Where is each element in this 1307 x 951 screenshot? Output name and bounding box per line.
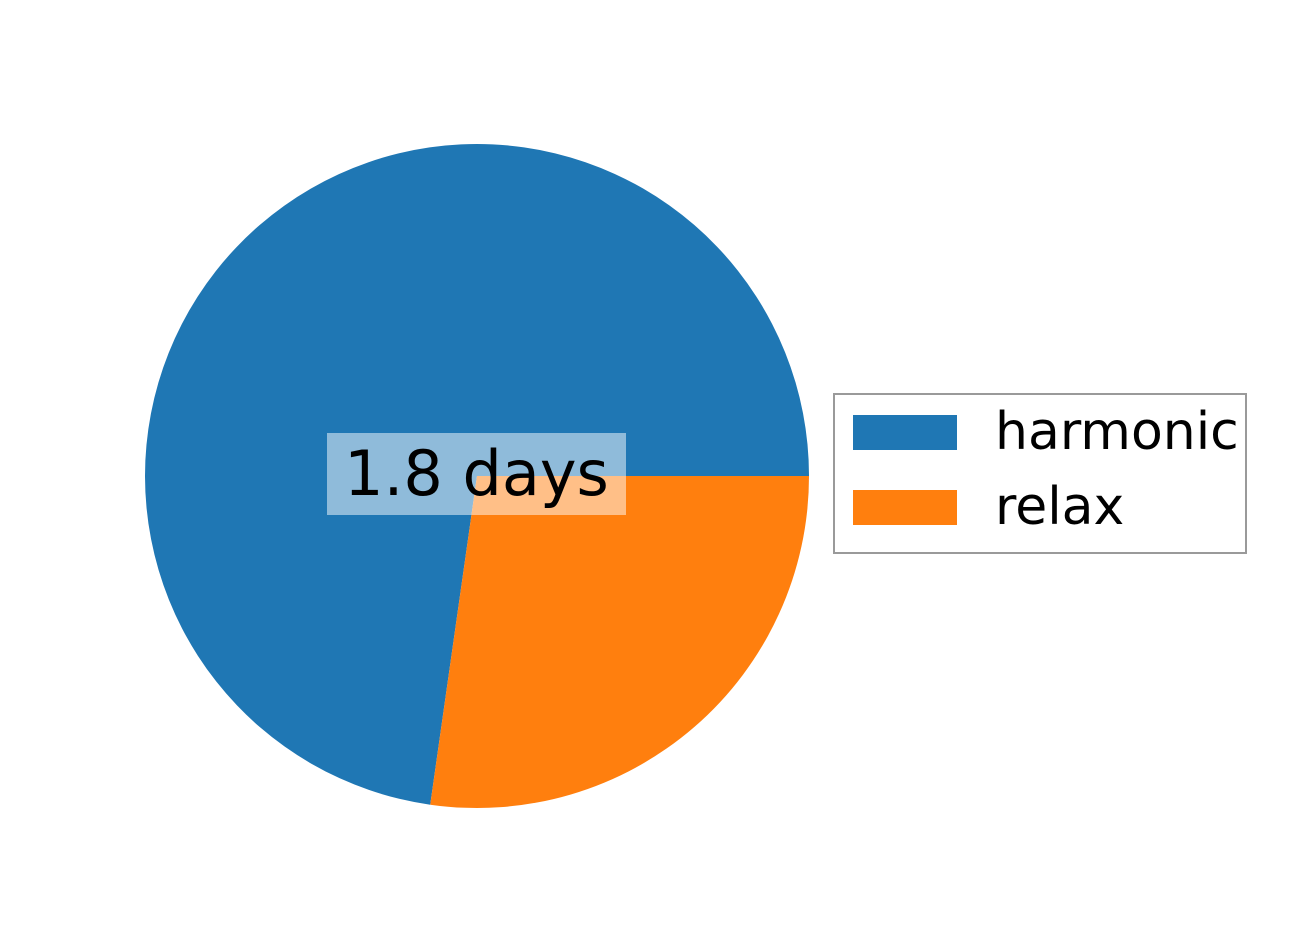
pie-wedge-relax[interactable] (430, 476, 809, 809)
legend-item-relax[interactable]: relax (853, 477, 1125, 537)
pie-center-label: 1.8 days (327, 433, 626, 515)
legend-label-relax: relax (995, 477, 1125, 537)
legend-label-harmonic: harmonic (995, 402, 1239, 462)
legend-item-harmonic[interactable]: harmonic (853, 402, 1239, 462)
chart-legend: harmonic relax (833, 393, 1247, 554)
legend-swatch-harmonic (853, 414, 957, 450)
legend-swatch-relax (853, 489, 957, 525)
